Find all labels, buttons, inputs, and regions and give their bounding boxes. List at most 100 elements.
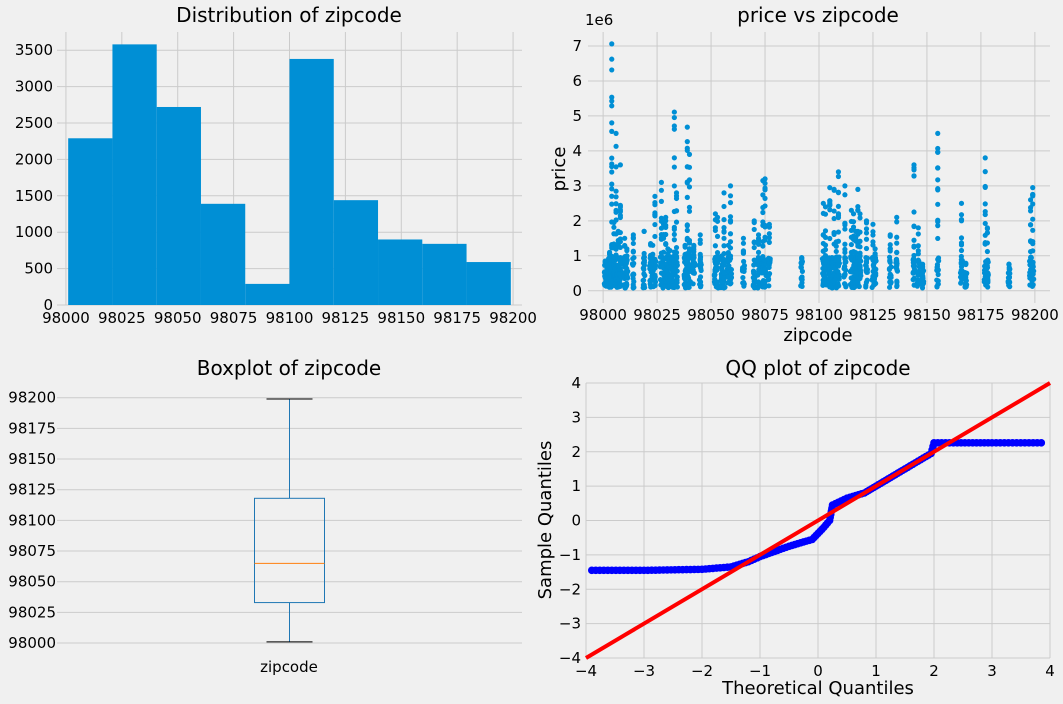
scatter-point (760, 209, 766, 216)
boxplot-ticks: 98000 98025 98050 98075 98100 98125 98150 98175… (8, 389, 56, 652)
qq-panel: −4 −3 −2 −1 0 1 2 3 4 −4 −3 −2 −1 0 1 2 3 4 QQ plot of zi… (535, 356, 1055, 699)
scatter-point (857, 253, 863, 259)
scatter-point (611, 224, 617, 230)
scatter-point (888, 264, 894, 270)
scatter-point (842, 241, 848, 247)
scatter-point (855, 207, 861, 213)
histogram-y-tick-label: 1500 (15, 187, 53, 205)
scatter-point (714, 253, 721, 259)
scatter-point (686, 208, 693, 214)
scatter-y-tick-label: 1 (572, 247, 582, 265)
scatter-point (863, 226, 870, 232)
scatter-point (765, 255, 772, 262)
scatter-point (935, 145, 941, 152)
scatter-point (641, 259, 647, 265)
scatter-point (751, 239, 757, 245)
scatter-point (740, 275, 746, 281)
qq-y-tick-label: −1 (559, 546, 581, 564)
scatter-point (870, 221, 876, 227)
scatter-point (935, 223, 941, 229)
scatter-point (985, 284, 991, 290)
scatter-point (630, 256, 636, 262)
boxplot-y-tick-label: 98075 (8, 542, 56, 560)
scatter-point (915, 257, 921, 263)
scatter-point (984, 265, 990, 271)
scatter-point (651, 283, 657, 289)
scatter-point (761, 267, 767, 273)
scatter-y-tick-label: 7 (572, 37, 582, 55)
scatter-point (984, 248, 990, 255)
scatter-point (935, 256, 941, 262)
boxplot-title: Boxplot of zipcode (197, 356, 381, 380)
boxplot-y-tick-label: 98025 (8, 603, 56, 621)
qq-y-tick-label: 4 (571, 374, 581, 392)
histogram-title: Distribution of zipcode (176, 3, 402, 27)
scatter-point (872, 271, 878, 277)
scatter-point (674, 279, 680, 286)
scatter-point (663, 222, 669, 228)
scatter-point (673, 190, 680, 196)
scatter-point (762, 203, 768, 209)
scatter-point (982, 211, 988, 218)
scatter-point (799, 254, 805, 261)
scatter-point (663, 214, 669, 220)
scatter-point (609, 120, 615, 126)
scatter-point (671, 155, 677, 161)
scatter-point (751, 257, 757, 263)
histogram-bar (156, 106, 201, 305)
scatter-point (894, 283, 900, 290)
qq-y-tick-label: −4 (559, 649, 581, 667)
scatter-point (640, 285, 646, 291)
scatter-point (606, 249, 613, 255)
scatter-point (728, 266, 735, 273)
scatter-point (751, 218, 757, 224)
scatter-point (870, 229, 876, 235)
scatter-point (630, 275, 636, 282)
scatter-point (910, 263, 917, 269)
scatter-point (842, 183, 848, 189)
scatter-point (629, 261, 636, 267)
scatter-point (671, 183, 677, 189)
qq-x-tick-label: 4 (1045, 662, 1055, 680)
scatter-point (842, 249, 848, 256)
scatter-point (798, 275, 804, 281)
histogram-y-tick-label: 0 (43, 296, 53, 314)
scatter-point (671, 126, 677, 132)
scatter-point (727, 217, 734, 224)
histogram-bar (200, 203, 246, 305)
scatter-point (760, 243, 766, 249)
scatter-point (609, 155, 615, 161)
scatter-point (835, 268, 841, 275)
scatter-point (751, 244, 757, 251)
scatter-point (1030, 201, 1036, 207)
scatter-point (721, 269, 727, 276)
scatter-point (727, 276, 733, 282)
scatter-point (684, 139, 690, 145)
scatter-point (658, 187, 665, 193)
scatter-point (741, 258, 747, 265)
scatter-point (958, 280, 964, 286)
scatter-point (985, 278, 991, 284)
scatter-point (863, 279, 870, 285)
qq-point (1037, 439, 1046, 447)
qq-ticks: −4 −3 −2 −1 0 1 2 3 4 −4 −3 −2 −1 0 1 2 3 4 (559, 374, 1055, 680)
histogram-bar (333, 200, 379, 305)
scatter-point (720, 279, 726, 285)
scatter-x-label: zipcode (783, 325, 852, 346)
scatter-point (650, 242, 656, 248)
scatter-point (827, 235, 833, 242)
scatter-point (915, 225, 921, 231)
scatter-x-tick-label: 98100 (795, 306, 843, 324)
qq-x-tick-label: −1 (749, 662, 771, 680)
scatter-point (766, 271, 772, 277)
histogram-x-tick-label: 98050 (154, 309, 202, 327)
scatter-point (894, 259, 900, 265)
scatter-point (920, 265, 926, 271)
scatter-point (762, 195, 768, 201)
scatter-point (641, 277, 647, 283)
scatter-point (985, 257, 991, 263)
scatter-y-tick-label: 4 (572, 142, 582, 160)
scatter-point (935, 217, 941, 223)
scatter-point (686, 184, 693, 190)
